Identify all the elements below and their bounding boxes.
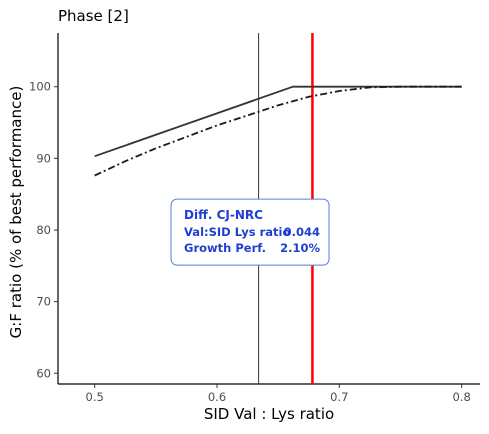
series-group: [94, 85, 462, 177]
x-tick-label: 0.8: [453, 390, 471, 404]
y-tick-label: 80: [36, 223, 51, 237]
y-axis-title: G:F ratio (% of best performance): [7, 86, 25, 339]
series-line-solid: [94, 85, 462, 158]
x-tick-label: 0.5: [86, 390, 104, 404]
y-tick-label: 70: [36, 295, 51, 309]
series-line-dashdot: [94, 85, 462, 177]
annotation-row-label: Val:SID Lys ratio: [184, 225, 290, 239]
annotation-row-value: 0.044: [284, 225, 320, 239]
y-tick-label: 90: [36, 151, 51, 165]
annotation-title: Diff. CJ-NRC: [184, 208, 263, 222]
y-tick-label: 60: [36, 366, 51, 380]
annotation-row-label: Growth Perf.: [184, 241, 266, 255]
plot-title: Phase [2]: [58, 7, 129, 25]
x-tick-label: 0.6: [208, 390, 226, 404]
x-axis-title: SID Val : Lys ratio: [204, 405, 334, 423]
y-tick-label: 100: [29, 80, 51, 94]
annotation-row-value: 2.10%: [280, 241, 320, 255]
x-tick-label: 0.7: [330, 390, 348, 404]
annotation-frame: [170, 198, 330, 266]
plot-area: 0.5 0.6 0.7 0.8 60 70 80 90 100 Diff. CJ-NRC Val:…: [29, 33, 480, 404]
axis-ticks: 0.5 0.6 0.7 0.8 60 70 80 90 100: [29, 80, 471, 404]
